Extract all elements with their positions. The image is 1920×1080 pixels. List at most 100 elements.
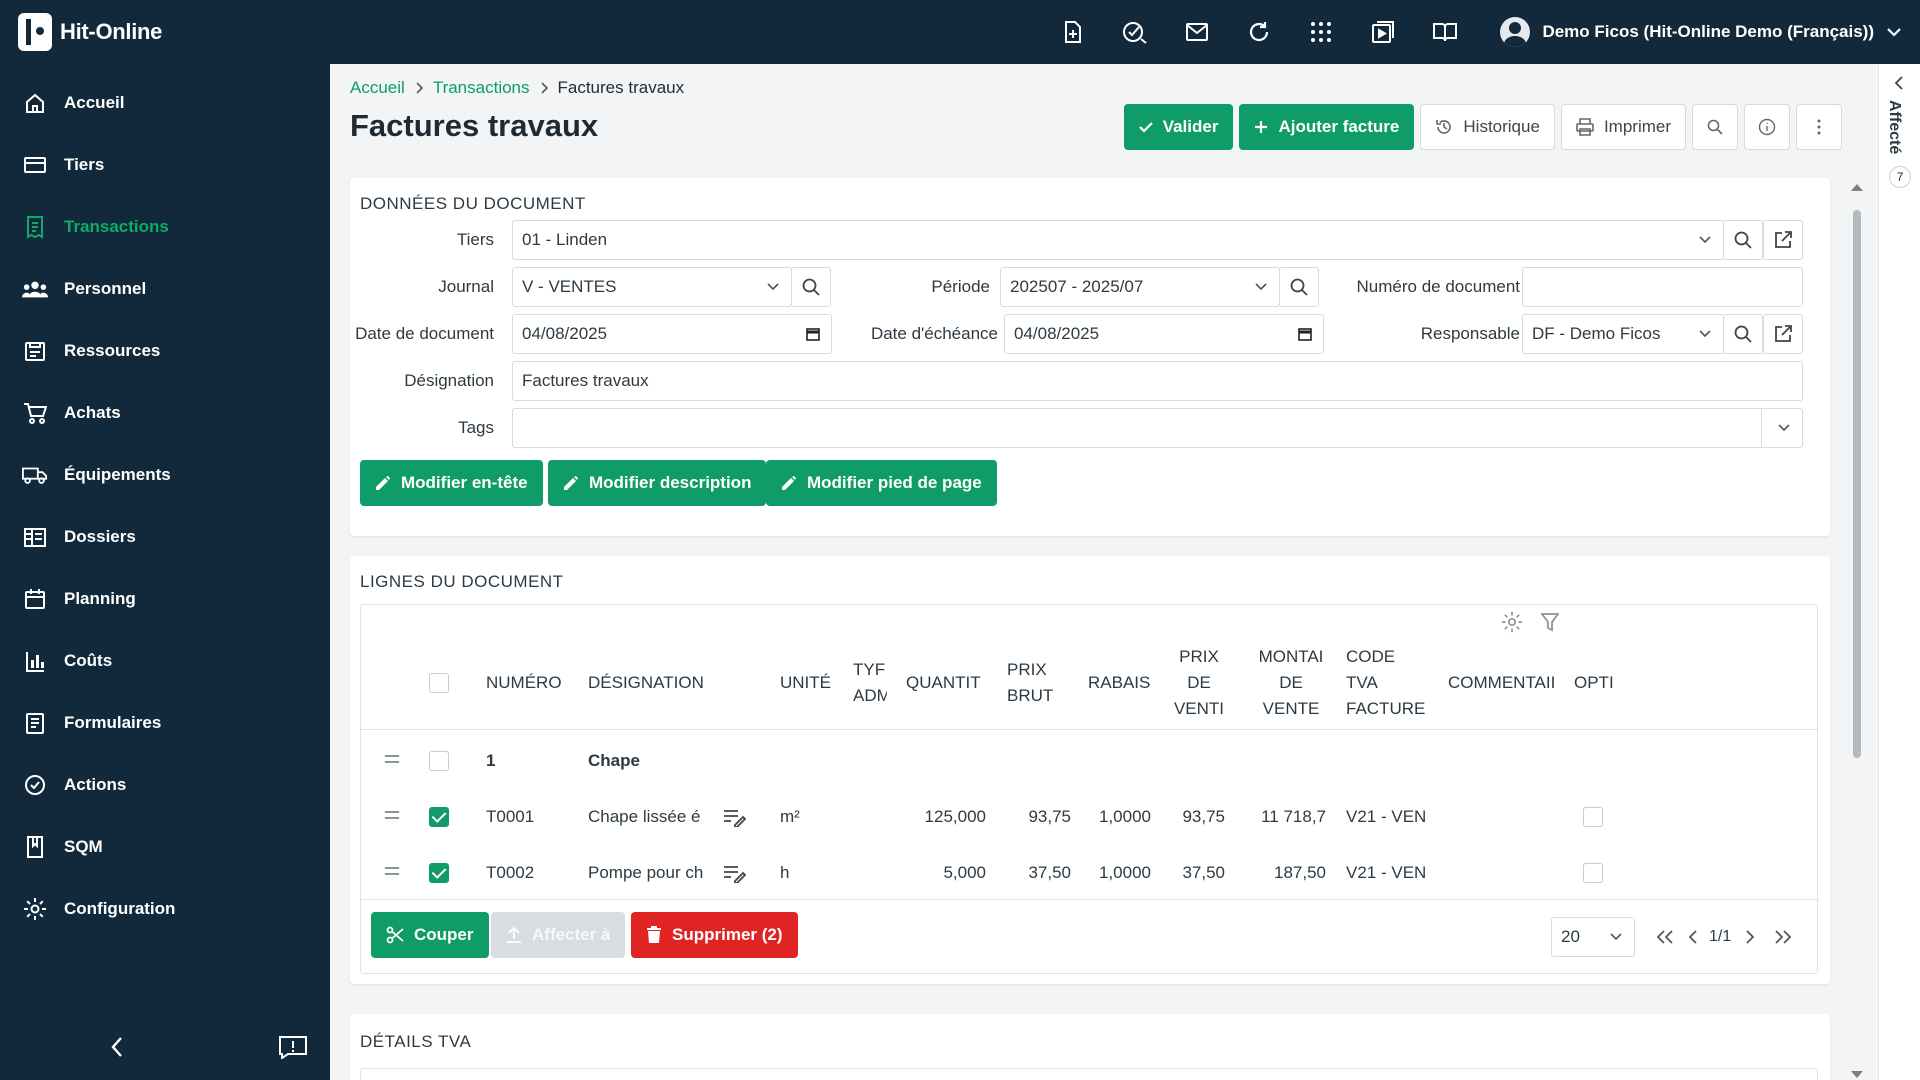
- periode-search-button[interactable]: [1279, 267, 1319, 307]
- sidebar-item-dossiers[interactable]: Dossiers: [0, 506, 330, 568]
- refresh-icon[interactable]: [1228, 0, 1290, 64]
- edit-text-icon[interactable]: [723, 863, 747, 883]
- row-checkbox[interactable]: [429, 751, 449, 771]
- col-prix-brut[interactable]: PRIX BRUT: [1007, 657, 1053, 709]
- cut-button[interactable]: Couper: [371, 912, 489, 958]
- more-options-button[interactable]: [1796, 104, 1842, 150]
- main-scrollbar[interactable]: [1848, 178, 1866, 1080]
- scroll-thumb[interactable]: [1853, 210, 1861, 758]
- col-rabais[interactable]: RABAIS: [1088, 673, 1151, 692]
- sidebar-item-planning[interactable]: Planning: [0, 568, 330, 630]
- date-document-input[interactable]: 04/08/2025: [512, 314, 832, 354]
- breadcrumb-home[interactable]: Accueil: [350, 78, 405, 97]
- responsable-select[interactable]: DF - Demo Ficos: [1522, 314, 1724, 354]
- designation-input[interactable]: Factures travaux: [512, 361, 1803, 401]
- user-menu[interactable]: Demo Ficos (Hit-Online Demo (Français)): [1476, 17, 1920, 47]
- new-document-icon[interactable]: [1042, 0, 1104, 64]
- next-page-icon[interactable]: [1745, 930, 1755, 944]
- col-montant[interactable]: MONTAI DE VENTE: [1256, 644, 1326, 722]
- sidebar-item-label: Formulaires: [64, 713, 162, 732]
- tags-select[interactable]: [512, 408, 1803, 448]
- scroll-up-icon[interactable]: [1850, 182, 1864, 192]
- col-prix-vente[interactable]: PRIX DE VENTI: [1173, 644, 1225, 722]
- edit-text-icon[interactable]: [723, 807, 747, 827]
- sidebar-item-sqm[interactable]: SQM: [0, 816, 330, 878]
- sidebar-item-formulaires[interactable]: Formulaires: [0, 692, 330, 754]
- app-logo[interactable]: Hit-Online: [0, 13, 330, 51]
- task-check-icon[interactable]: [1104, 0, 1166, 64]
- page-size-select[interactable]: 20: [1551, 917, 1635, 957]
- numero-input[interactable]: [1522, 267, 1803, 307]
- right-panel-tab[interactable]: Affecté: [1886, 100, 1903, 155]
- book-icon: [22, 834, 48, 860]
- row-checkbox[interactable]: [429, 863, 449, 883]
- edit-header-button[interactable]: Modifier en-tête: [360, 460, 543, 506]
- pencil-icon: [782, 476, 796, 490]
- col-unite[interactable]: UNITÉ: [780, 673, 831, 692]
- col-commentaire[interactable]: COMMENTAII: [1448, 673, 1556, 692]
- responsable-open-button[interactable]: [1763, 314, 1803, 354]
- col-code-tva[interactable]: CODE TVA FACTURE: [1346, 644, 1428, 722]
- assign-button[interactable]: Affecter à: [491, 912, 626, 958]
- document-data-card: DONNÉES DU DOCUMENT Tiers 01 - Linden Jo…: [350, 178, 1830, 536]
- row-option-checkbox[interactable]: [1583, 807, 1603, 827]
- pencil-icon: [564, 476, 578, 490]
- drag-handle-icon[interactable]: [385, 811, 399, 819]
- sidebar-item-accueil[interactable]: Accueil: [0, 72, 330, 134]
- feedback-icon[interactable]: [278, 1035, 308, 1059]
- apps-grid-icon[interactable]: [1290, 0, 1352, 64]
- drag-handle-icon[interactable]: [385, 755, 399, 763]
- col-type[interactable]: TYF ADM: [853, 657, 887, 709]
- sidebar-item-configuration[interactable]: Configuration: [0, 878, 330, 940]
- sidebar-item-tiers[interactable]: Tiers: [0, 134, 330, 196]
- video-icon[interactable]: [1352, 0, 1414, 64]
- sidebar-item-couts[interactable]: Coûts: [0, 630, 330, 692]
- mail-icon[interactable]: [1166, 0, 1228, 64]
- col-designation[interactable]: DÉSIGNATION: [588, 673, 704, 692]
- select-all-checkbox[interactable]: [429, 673, 449, 693]
- breadcrumb-section[interactable]: Transactions: [432, 78, 530, 97]
- search-button[interactable]: [1692, 104, 1738, 150]
- drag-handle-icon[interactable]: [385, 867, 399, 875]
- col-option[interactable]: OPTI: [1574, 673, 1614, 692]
- scroll-down-icon[interactable]: [1850, 1070, 1864, 1080]
- row-option-checkbox[interactable]: [1583, 863, 1603, 883]
- journal-search-button[interactable]: [791, 267, 831, 307]
- delete-button[interactable]: Supprimer (2): [631, 912, 798, 958]
- row-checkbox[interactable]: [429, 807, 449, 827]
- sidebar-item-equipements[interactable]: Équipements: [0, 444, 330, 506]
- book-icon[interactable]: [1414, 0, 1476, 64]
- sidebar-item-personnel[interactable]: Personnel: [0, 258, 330, 320]
- sidebar-item-transactions[interactable]: Transactions: [0, 196, 330, 258]
- responsable-search-button[interactable]: [1723, 314, 1763, 354]
- sidebar-item-ressources[interactable]: Ressources: [0, 320, 330, 382]
- search-icon: [802, 278, 820, 296]
- tiers-select[interactable]: 01 - Linden: [512, 220, 1724, 260]
- collapse-sidebar-icon[interactable]: [110, 1036, 124, 1058]
- tiers-search-button[interactable]: [1723, 220, 1763, 260]
- table-settings-icon[interactable]: [1501, 611, 1523, 633]
- sidebar-item-achats[interactable]: Achats: [0, 382, 330, 444]
- col-quantite[interactable]: QUANTIT: [906, 673, 981, 692]
- sidebar-item-actions[interactable]: Actions: [0, 754, 330, 816]
- first-page-icon[interactable]: [1656, 930, 1674, 944]
- periode-select[interactable]: 202507 - 2025/07: [1000, 267, 1280, 307]
- row-designation[interactable]: Pompe pour ch: [588, 863, 704, 882]
- history-button[interactable]: Historique: [1420, 104, 1555, 150]
- prev-page-icon[interactable]: [1688, 930, 1698, 944]
- edit-description-label: Modifier description: [589, 473, 752, 492]
- journal-select[interactable]: V - VENTES: [512, 267, 792, 307]
- col-numero[interactable]: NUMÉRO: [486, 673, 562, 692]
- chevron-left-icon[interactable]: [1894, 76, 1904, 90]
- tiers-open-button[interactable]: [1763, 220, 1803, 260]
- validate-button[interactable]: Valider: [1123, 104, 1234, 150]
- date-echeance-input[interactable]: 04/08/2025: [1004, 314, 1324, 354]
- print-button[interactable]: Imprimer: [1560, 104, 1686, 150]
- filter-icon[interactable]: [1541, 612, 1559, 632]
- add-invoice-button[interactable]: Ajouter facture: [1239, 104, 1415, 150]
- edit-description-button[interactable]: Modifier description: [548, 460, 767, 506]
- edit-footer-button[interactable]: Modifier pied de page: [766, 460, 997, 506]
- info-button[interactable]: [1744, 104, 1790, 150]
- last-page-icon[interactable]: [1774, 930, 1792, 944]
- row-designation[interactable]: Chape lissée é: [588, 807, 701, 826]
